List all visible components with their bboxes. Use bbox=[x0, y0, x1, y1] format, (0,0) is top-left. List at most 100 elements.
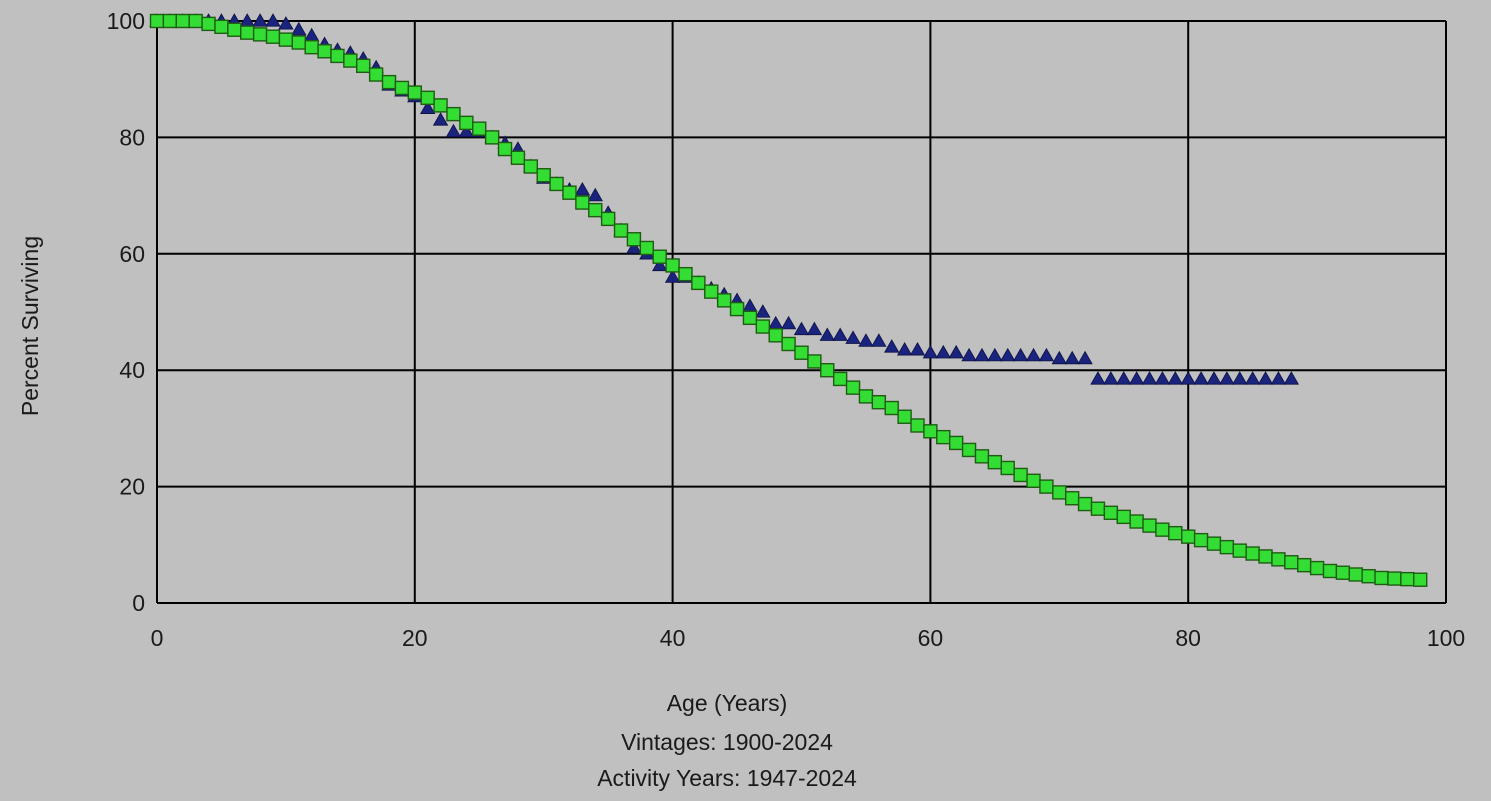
triangle-point bbox=[278, 16, 294, 30]
square-point bbox=[175, 13, 190, 29]
square-point bbox=[1258, 549, 1273, 564]
triangle-point bbox=[445, 123, 462, 138]
triangle-point bbox=[420, 100, 436, 114]
tick-label-layer: 0 20 40 60 80 100 0 20 40 60 80 100 bbox=[107, 8, 1466, 651]
square-point bbox=[278, 32, 294, 47]
square-point bbox=[394, 80, 410, 96]
grid-layer bbox=[156, 20, 1447, 604]
y-tick-label: 40 bbox=[119, 357, 145, 383]
triangle-point bbox=[1257, 371, 1274, 385]
square-point bbox=[1322, 563, 1338, 579]
square-point bbox=[961, 442, 977, 458]
y-tick-label: 20 bbox=[119, 474, 145, 500]
square-point bbox=[1103, 505, 1119, 520]
vintages-label: Vintages: 1900-2024 bbox=[621, 729, 833, 755]
square-point bbox=[1309, 560, 1325, 576]
triangle-point bbox=[948, 344, 964, 359]
triangle-point bbox=[1244, 371, 1261, 385]
y-tick-label: 0 bbox=[132, 590, 145, 616]
activity-years-label: Activity Years: 1947-2024 bbox=[597, 765, 857, 791]
triangle-point bbox=[1283, 371, 1300, 385]
triangle-point bbox=[755, 304, 771, 318]
triangle-point bbox=[458, 123, 475, 138]
square-point bbox=[1335, 565, 1351, 580]
triangle-point bbox=[871, 333, 887, 347]
square-point bbox=[1039, 479, 1054, 494]
triangle-point bbox=[819, 327, 835, 341]
square-point bbox=[1297, 557, 1312, 573]
square-point bbox=[845, 380, 861, 395]
x-tick-label: 100 bbox=[1427, 625, 1465, 651]
square-point bbox=[420, 90, 435, 106]
square-point bbox=[484, 130, 500, 145]
square-point bbox=[1090, 501, 1106, 516]
square-point bbox=[884, 400, 899, 416]
triangle-point bbox=[1103, 371, 1119, 385]
square-point bbox=[1374, 570, 1389, 586]
square-point bbox=[1155, 522, 1170, 537]
square-point bbox=[304, 39, 319, 55]
triangle-point bbox=[806, 321, 823, 336]
triangle-point bbox=[252, 13, 268, 27]
square-point bbox=[1387, 571, 1402, 586]
square-point bbox=[1193, 532, 1209, 548]
square-point bbox=[162, 13, 178, 29]
square-point bbox=[1284, 555, 1299, 570]
triangle-point bbox=[1025, 347, 1042, 362]
square-point bbox=[678, 266, 693, 282]
square-point bbox=[1000, 460, 1015, 476]
square-point bbox=[291, 35, 306, 50]
square-point bbox=[1219, 539, 1235, 555]
triangle-point bbox=[652, 257, 668, 272]
triangle-point bbox=[1116, 371, 1132, 385]
y-tick-label: 80 bbox=[119, 124, 145, 150]
x-tick-label: 60 bbox=[918, 625, 944, 651]
square-point bbox=[330, 48, 345, 64]
square-point bbox=[472, 121, 487, 136]
square-point bbox=[240, 25, 255, 40]
square-point bbox=[510, 150, 526, 165]
square-point bbox=[974, 449, 990, 464]
square-point bbox=[317, 44, 332, 59]
square-point bbox=[433, 98, 448, 113]
square-point bbox=[987, 454, 1003, 470]
square-point bbox=[1064, 491, 1080, 506]
square-point bbox=[1077, 496, 1093, 512]
triangle-point bbox=[1167, 371, 1183, 385]
square-point bbox=[1232, 543, 1247, 558]
triangle-point bbox=[291, 21, 307, 36]
square-point bbox=[665, 258, 680, 273]
triangle-point bbox=[793, 321, 810, 336]
triangle-point bbox=[664, 269, 681, 283]
square-point bbox=[639, 240, 655, 256]
square-point bbox=[755, 319, 771, 334]
square-point bbox=[252, 27, 268, 42]
triangle-point bbox=[896, 342, 913, 356]
square-point bbox=[923, 424, 938, 439]
triangle-point bbox=[587, 187, 603, 202]
square-point bbox=[600, 211, 616, 227]
square-point bbox=[227, 22, 242, 37]
square-point bbox=[1013, 467, 1028, 483]
square-point bbox=[407, 85, 422, 100]
x-tick-label: 0 bbox=[151, 625, 164, 651]
square-point bbox=[497, 141, 513, 157]
triangle-point bbox=[909, 342, 926, 356]
triangle-point bbox=[1051, 350, 1067, 365]
triangle-point bbox=[1128, 371, 1145, 385]
square-point bbox=[691, 275, 706, 291]
square-point bbox=[1026, 473, 1041, 488]
square-point bbox=[768, 328, 783, 343]
y-tick-label: 100 bbox=[107, 8, 145, 34]
square-point bbox=[1348, 567, 1363, 582]
square-point bbox=[794, 345, 809, 360]
square-point bbox=[549, 176, 564, 192]
square-point bbox=[781, 336, 796, 352]
square-point bbox=[1142, 518, 1157, 533]
square-point bbox=[368, 67, 384, 82]
series-layer bbox=[149, 13, 1428, 587]
triangle-point bbox=[858, 333, 874, 347]
square-point bbox=[459, 115, 474, 131]
triangle-point bbox=[1206, 371, 1222, 385]
